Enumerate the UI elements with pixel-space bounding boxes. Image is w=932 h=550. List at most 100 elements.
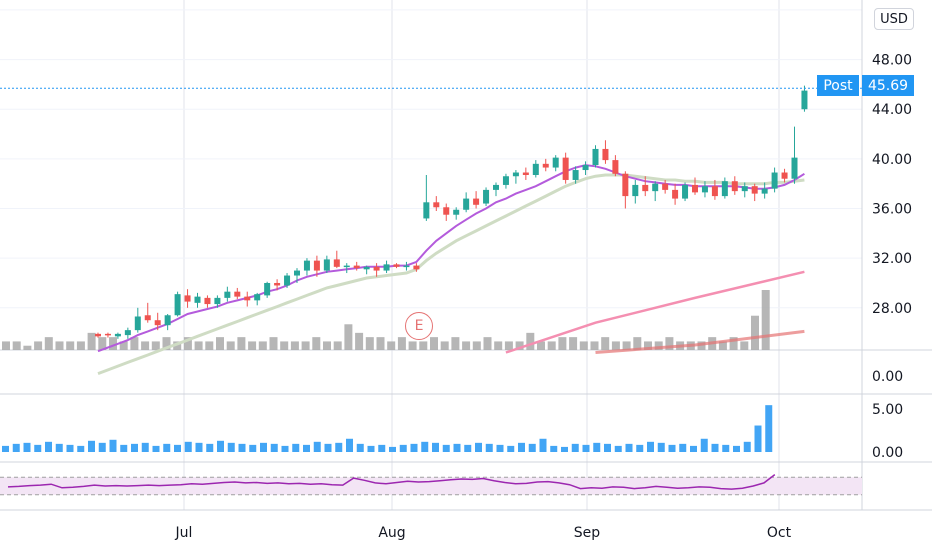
time-tick-label: Aug xyxy=(378,525,405,541)
volume-bar xyxy=(55,341,64,350)
rvol-bar xyxy=(679,443,687,452)
rvol-bar xyxy=(88,440,95,452)
candle-body xyxy=(443,207,450,215)
rvol-bar xyxy=(722,444,730,452)
volume-bar xyxy=(697,341,706,350)
volume-bar xyxy=(440,341,449,350)
volume-bar xyxy=(644,341,652,350)
volume-bar xyxy=(504,341,513,350)
rvol-bar xyxy=(163,443,171,452)
volume-bar xyxy=(248,341,257,350)
rvol-bar xyxy=(604,443,611,452)
volume-bar xyxy=(194,341,203,350)
candle-body xyxy=(532,163,539,175)
candle-body xyxy=(403,265,410,268)
price-axis[interactable]: 48.00 44.00 40.00 36.00 32.00 28.00 0.00 5.00 0.… xyxy=(872,53,912,461)
volume-bar xyxy=(483,337,492,350)
price-tick-label: 44.00 xyxy=(872,102,912,118)
candle-body xyxy=(204,297,211,305)
candle-body xyxy=(254,294,261,301)
volume-bar xyxy=(558,337,567,350)
sma-mid-line xyxy=(97,173,805,376)
candle-body xyxy=(224,291,231,298)
rvol-bar xyxy=(690,445,697,452)
candle-body xyxy=(602,148,609,161)
volume-bar xyxy=(590,341,599,350)
rvol-bar xyxy=(152,445,160,452)
rvol-bar xyxy=(303,444,310,452)
rvol-bar xyxy=(528,443,536,452)
candle-body xyxy=(353,265,360,269)
volume-bar xyxy=(87,332,96,350)
volume-bar xyxy=(76,341,85,350)
rvol-bar xyxy=(765,405,773,452)
volume-bar xyxy=(290,341,299,350)
candle-body xyxy=(652,183,659,192)
volume-bar xyxy=(761,290,770,350)
rvol-bar xyxy=(238,443,246,452)
volume-bar xyxy=(216,337,224,350)
rsi-line xyxy=(7,474,776,490)
rvol-bar xyxy=(432,442,439,452)
volume-bar xyxy=(323,341,331,350)
volume-bar xyxy=(601,337,610,350)
rvol-bar xyxy=(561,446,568,452)
rvol-bar xyxy=(485,443,493,452)
rvol-bar xyxy=(184,441,192,452)
candle-body xyxy=(612,160,619,174)
relative-volume-bars xyxy=(2,405,773,452)
candle-body xyxy=(512,172,519,177)
candle-body xyxy=(333,259,340,267)
rvol-bar xyxy=(571,443,579,452)
candlesticks[interactable] xyxy=(95,85,808,339)
candle-body xyxy=(383,264,390,271)
volume-bar xyxy=(119,341,128,350)
candle-body xyxy=(692,184,698,193)
candle-body xyxy=(672,189,679,199)
volume-bar xyxy=(355,332,364,350)
candle-body xyxy=(731,181,738,192)
volume-bar xyxy=(751,315,759,350)
rvol-bar xyxy=(217,440,224,452)
candle-body xyxy=(682,184,689,199)
volume-bar xyxy=(66,341,75,350)
candle-body xyxy=(632,184,639,197)
rvol-bar xyxy=(453,443,461,452)
rvol-bar xyxy=(292,443,300,452)
rsi-path xyxy=(7,474,776,490)
volume-bar xyxy=(162,337,171,350)
volume-bar xyxy=(494,341,503,350)
rvol-bar xyxy=(700,438,708,452)
currency-button[interactable]: USD xyxy=(874,8,914,30)
rvol-bar xyxy=(378,444,386,452)
ma-longest-line xyxy=(595,329,805,354)
candle-body xyxy=(393,264,400,267)
price-tick-label: 40.00 xyxy=(872,152,912,168)
rvol-bar xyxy=(260,442,267,452)
post-market-label: Post xyxy=(817,75,859,96)
candle-body xyxy=(542,163,549,168)
volume-bar xyxy=(141,341,150,350)
candle-body xyxy=(294,270,300,276)
time-axis[interactable]: Jul Aug Sep Oct xyxy=(175,525,792,541)
candle-body xyxy=(453,209,460,215)
rvol-bar xyxy=(593,442,601,452)
rvol-bar xyxy=(733,445,740,452)
candle-body xyxy=(423,202,430,219)
volume-bar xyxy=(451,337,460,350)
volume-bar xyxy=(301,341,310,350)
rvol-bar xyxy=(518,442,525,452)
rvol-bar xyxy=(55,443,63,452)
candle-body xyxy=(562,157,569,180)
volume-bar xyxy=(12,341,21,350)
earnings-marker-icon[interactable]: E xyxy=(405,312,433,340)
price-tick-label: 28.00 xyxy=(872,301,912,317)
candle-body xyxy=(144,315,151,321)
volume-bar xyxy=(718,341,727,350)
rvol-bar xyxy=(614,445,622,452)
volume-bar xyxy=(472,341,481,350)
candle-body xyxy=(741,186,748,192)
volume-bar xyxy=(515,341,524,350)
rvol-bar xyxy=(174,444,181,452)
